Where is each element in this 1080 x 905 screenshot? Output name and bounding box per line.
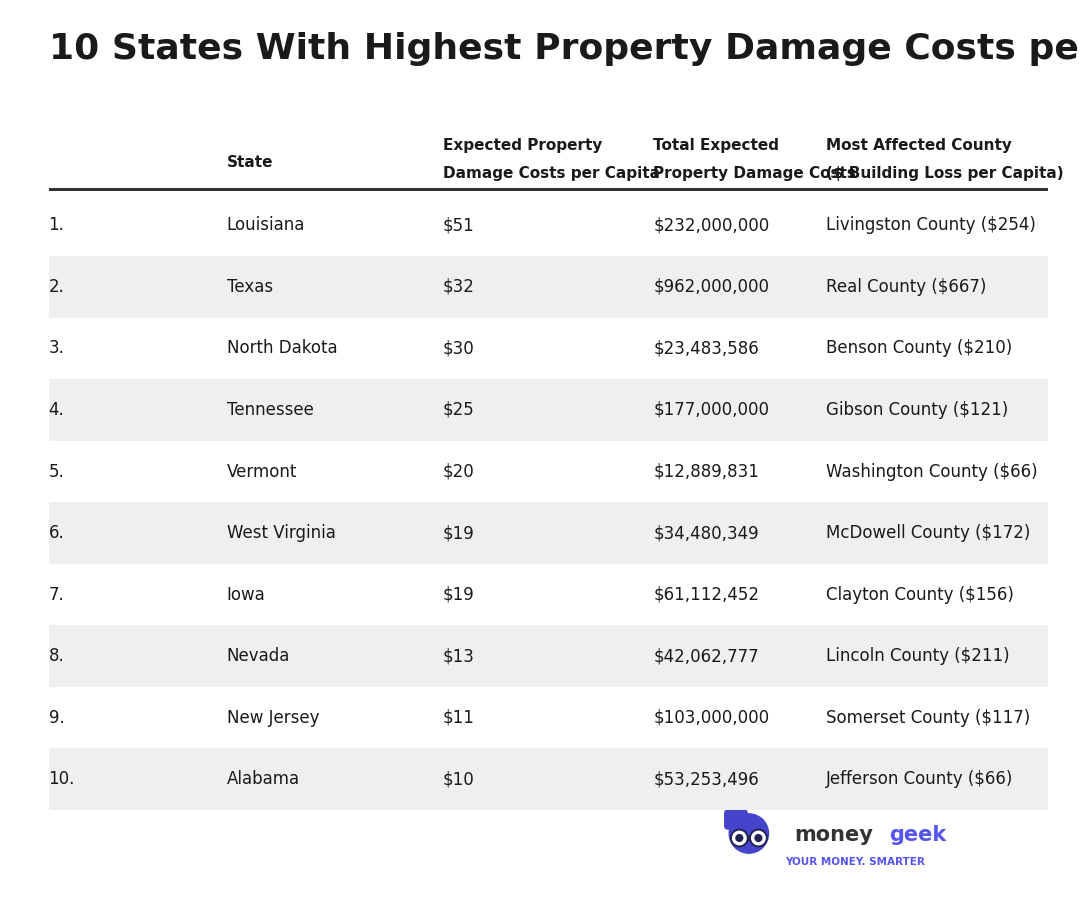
Text: Alabama: Alabama bbox=[227, 770, 300, 788]
Text: Total Expected: Total Expected bbox=[653, 138, 780, 154]
Text: $19: $19 bbox=[443, 524, 474, 542]
Text: $20: $20 bbox=[443, 462, 474, 481]
Circle shape bbox=[735, 834, 743, 842]
Text: 7.: 7. bbox=[49, 586, 65, 604]
Text: $177,000,000: $177,000,000 bbox=[653, 401, 769, 419]
Text: 6.: 6. bbox=[49, 524, 65, 542]
Text: $42,062,777: $42,062,777 bbox=[653, 647, 759, 665]
Circle shape bbox=[732, 832, 746, 844]
FancyBboxPatch shape bbox=[725, 810, 747, 829]
Text: McDowell County ($172): McDowell County ($172) bbox=[826, 524, 1030, 542]
Text: 3.: 3. bbox=[49, 339, 65, 357]
Text: $23,483,586: $23,483,586 bbox=[653, 339, 759, 357]
Text: Nevada: Nevada bbox=[227, 647, 291, 665]
Text: Gibson County ($121): Gibson County ($121) bbox=[826, 401, 1009, 419]
Text: $12,889,831: $12,889,831 bbox=[653, 462, 759, 481]
Text: $11: $11 bbox=[443, 709, 475, 727]
Text: $232,000,000: $232,000,000 bbox=[653, 216, 770, 234]
Text: 2.: 2. bbox=[49, 278, 65, 296]
Circle shape bbox=[750, 829, 767, 847]
Text: $25: $25 bbox=[443, 401, 474, 419]
Text: Clayton County ($156): Clayton County ($156) bbox=[826, 586, 1014, 604]
Text: Jefferson County ($66): Jefferson County ($66) bbox=[826, 770, 1013, 788]
Text: New Jersey: New Jersey bbox=[227, 709, 320, 727]
Text: Louisiana: Louisiana bbox=[227, 216, 306, 234]
Text: Lincoln County ($211): Lincoln County ($211) bbox=[826, 647, 1010, 665]
Text: West Virginia: West Virginia bbox=[227, 524, 336, 542]
Text: $962,000,000: $962,000,000 bbox=[653, 278, 769, 296]
Text: $53,253,496: $53,253,496 bbox=[653, 770, 759, 788]
Text: $19: $19 bbox=[443, 586, 474, 604]
Text: Livingston County ($254): Livingston County ($254) bbox=[826, 216, 1036, 234]
Text: $32: $32 bbox=[443, 278, 475, 296]
Text: 1.: 1. bbox=[49, 216, 65, 234]
Text: Benson County ($210): Benson County ($210) bbox=[826, 339, 1012, 357]
Text: $13: $13 bbox=[443, 647, 475, 665]
Text: 9.: 9. bbox=[49, 709, 65, 727]
Bar bbox=[733, 836, 764, 840]
Text: Most Affected County: Most Affected County bbox=[826, 138, 1012, 154]
Text: money: money bbox=[794, 825, 873, 845]
Text: North Dakota: North Dakota bbox=[227, 339, 337, 357]
Text: $10: $10 bbox=[443, 770, 474, 788]
Text: Real County ($667): Real County ($667) bbox=[826, 278, 986, 296]
Text: $30: $30 bbox=[443, 339, 474, 357]
Text: Property Damage Costs: Property Damage Costs bbox=[653, 166, 856, 181]
Text: 10 States With Highest Property Damage Costs per Capita: 10 States With Highest Property Damage C… bbox=[49, 32, 1080, 66]
Text: $34,480,349: $34,480,349 bbox=[653, 524, 759, 542]
Text: 10.: 10. bbox=[49, 770, 75, 788]
Circle shape bbox=[755, 834, 761, 842]
Text: Washington County ($66): Washington County ($66) bbox=[826, 462, 1038, 481]
Text: geek: geek bbox=[889, 825, 946, 845]
Circle shape bbox=[752, 832, 765, 844]
Text: Iowa: Iowa bbox=[227, 586, 266, 604]
Text: $51: $51 bbox=[443, 216, 474, 234]
Text: Expected Property: Expected Property bbox=[443, 138, 603, 154]
Text: $61,112,452: $61,112,452 bbox=[653, 586, 759, 604]
Text: Somerset County ($117): Somerset County ($117) bbox=[826, 709, 1030, 727]
Text: 8.: 8. bbox=[49, 647, 65, 665]
Text: State: State bbox=[227, 156, 273, 170]
Text: Texas: Texas bbox=[227, 278, 273, 296]
Text: 5.: 5. bbox=[49, 462, 65, 481]
Circle shape bbox=[729, 814, 769, 853]
Text: Damage Costs per Capita: Damage Costs per Capita bbox=[443, 166, 660, 181]
Text: 4.: 4. bbox=[49, 401, 65, 419]
Text: $103,000,000: $103,000,000 bbox=[653, 709, 770, 727]
Text: ($ Building Loss per Capita): ($ Building Loss per Capita) bbox=[826, 166, 1064, 181]
Circle shape bbox=[731, 829, 748, 847]
Text: Vermont: Vermont bbox=[227, 462, 297, 481]
Text: YOUR MONEY. SMARTER: YOUR MONEY. SMARTER bbox=[785, 857, 926, 868]
Text: Tennessee: Tennessee bbox=[227, 401, 313, 419]
